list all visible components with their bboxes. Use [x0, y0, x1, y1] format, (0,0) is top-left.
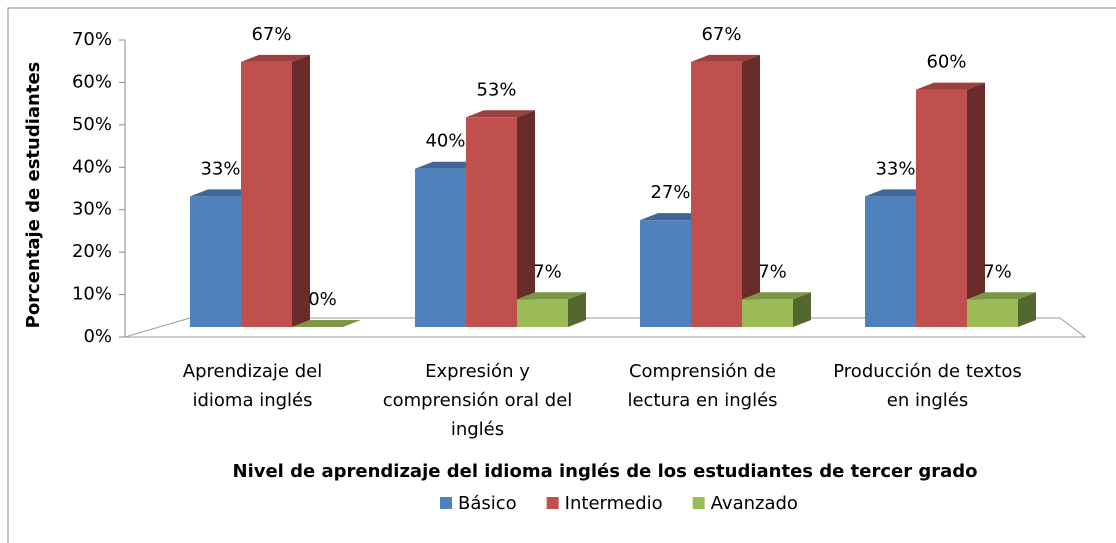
bar	[640, 220, 691, 327]
data-label: 53%	[476, 79, 516, 100]
y-tick-label: 10%	[72, 284, 112, 305]
data-label: 33%	[200, 158, 240, 179]
bar	[967, 299, 1018, 327]
data-label: 0%	[308, 289, 337, 310]
bar	[190, 196, 241, 327]
bar	[517, 299, 568, 327]
bar-side	[292, 54, 310, 327]
legend-swatch	[692, 497, 705, 509]
y-tick-label: 40%	[72, 156, 112, 177]
bar	[865, 196, 916, 327]
bar-top	[691, 54, 760, 62]
chart-border	[7, 7, 1116, 543]
data-label: 7%	[533, 261, 562, 282]
floor	[124, 317, 1087, 338]
bar-side	[793, 292, 811, 327]
data-label: 40%	[425, 131, 465, 152]
data-label: 33%	[875, 158, 915, 179]
legend-label: Avanzado	[711, 493, 798, 514]
bar	[742, 299, 793, 327]
x-axis-label: Nivel de aprendizaje del idioma inglés d…	[233, 461, 978, 482]
bar-side	[1018, 292, 1036, 327]
y-tick-label: 0%	[83, 326, 112, 347]
data-label: 7%	[983, 261, 1012, 282]
y-tick-label: 70%	[72, 29, 112, 50]
bar-top	[241, 54, 310, 62]
legend-swatch	[440, 497, 452, 509]
y-axis-label: Porcentaje de estudiantes	[23, 62, 44, 329]
bar-side	[517, 110, 535, 328]
bar	[466, 117, 517, 328]
bar	[241, 61, 292, 327]
y-tick-label: 20%	[72, 241, 112, 262]
data-label: 7%	[758, 261, 787, 282]
bar	[916, 89, 967, 327]
x-tick-label: Comprensión de lectura en inglés	[627, 361, 778, 411]
bar-top	[292, 320, 361, 327]
data-label: 67%	[251, 24, 291, 45]
legend-label: Básico	[458, 493, 517, 514]
bar	[415, 168, 466, 327]
x-tick-label: Aprendizaje del idioma inglés	[182, 361, 323, 411]
bar-side	[742, 54, 760, 327]
legend-label: Intermedio	[565, 493, 663, 514]
data-label: 60%	[926, 52, 966, 73]
bar-top	[967, 292, 1036, 300]
bar-top	[517, 292, 586, 300]
y-tick-label: 60%	[72, 71, 112, 92]
legend-swatch	[546, 497, 559, 509]
bar-top	[916, 82, 985, 90]
bar-top	[742, 292, 811, 300]
bar	[691, 61, 742, 327]
x-tick-label: Expresión y comprensión oral del inglés	[382, 361, 573, 440]
bar-side	[967, 82, 985, 327]
bar-side	[568, 292, 586, 327]
data-label: 27%	[650, 182, 690, 203]
y-tick-label: 30%	[72, 199, 112, 220]
y-tick-label: 50%	[72, 114, 112, 135]
bar-top	[466, 110, 535, 118]
data-label: 67%	[701, 24, 741, 45]
x-tick-label: Producción de textos en inglés	[833, 361, 1022, 411]
